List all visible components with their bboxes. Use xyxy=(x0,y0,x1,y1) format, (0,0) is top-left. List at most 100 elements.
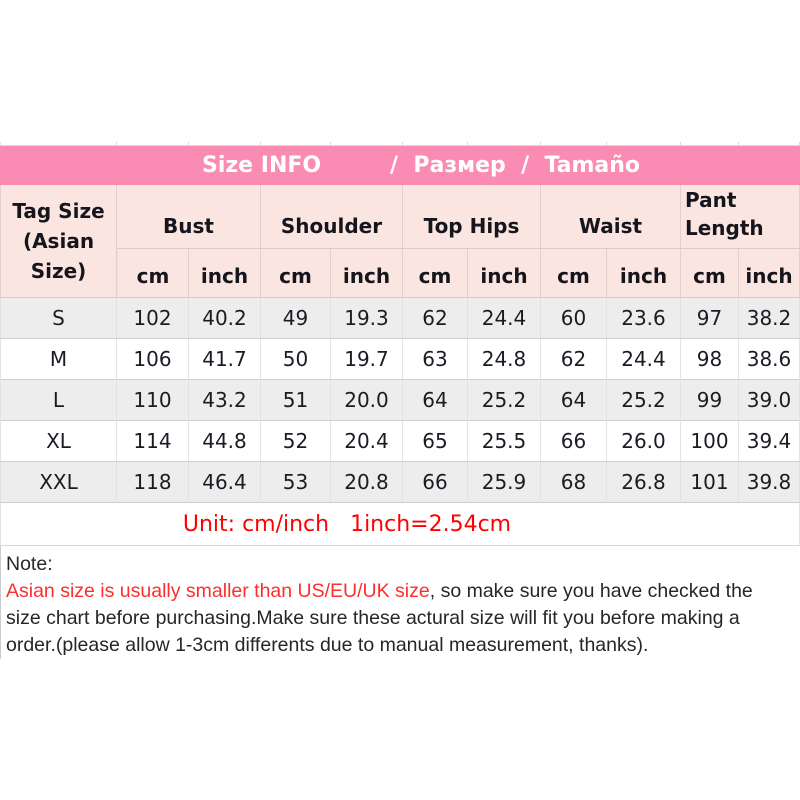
size-row-s: S 102 40.2 49 19.3 62 24.4 60 23.6 97 38… xyxy=(0,298,800,339)
value-cell: 60 xyxy=(541,298,607,339)
title-bar: Size INFO / Размер / Tamaño xyxy=(0,146,800,185)
value-cell: 50 xyxy=(261,339,331,380)
value-cell: 26.0 xyxy=(607,421,681,462)
value-cell: 106 xyxy=(117,339,189,380)
value-cell: 24.8 xyxy=(468,339,541,380)
col-header-waist: Waist xyxy=(541,185,681,249)
sub-header-inch: inch xyxy=(739,249,800,298)
value-cell: 51 xyxy=(261,380,331,421)
note-section: Note: Asian size is usually smaller than… xyxy=(0,546,800,659)
column-tick xyxy=(468,142,541,146)
col-header-top-hips: Top Hips xyxy=(403,185,541,249)
column-tick xyxy=(607,142,681,146)
value-cell: 23.6 xyxy=(607,298,681,339)
value-cell: 39.8 xyxy=(739,462,800,503)
top-whitespace xyxy=(0,0,800,142)
note-label: Note: xyxy=(6,553,53,575)
value-cell: 64 xyxy=(541,380,607,421)
value-cell: 26.8 xyxy=(607,462,681,503)
value-cell: 46.4 xyxy=(189,462,261,503)
value-cell: 64 xyxy=(403,380,468,421)
size-row-xl: XL 114 44.8 52 20.4 65 25.5 66 26.0 100 … xyxy=(0,421,800,462)
value-cell: 40.2 xyxy=(189,298,261,339)
sub-header-inch: inch xyxy=(189,249,261,298)
corner-header-tag-size: Tag Size (Asian Size) xyxy=(0,185,117,298)
unit-note-text: Unit: cm/inch 1inch=2.54cm xyxy=(0,503,800,546)
sub-header-cm: cm xyxy=(117,249,189,298)
column-tick xyxy=(541,142,607,146)
value-cell: 19.7 xyxy=(331,339,403,380)
value-cell: 38.2 xyxy=(739,298,800,339)
sub-header-cm: cm xyxy=(261,249,331,298)
tag-size-cell: XXL xyxy=(0,462,117,503)
value-cell: 39.0 xyxy=(739,380,800,421)
value-cell: 39.4 xyxy=(739,421,800,462)
note-line-1: Asian size is usually smaller than US/EU… xyxy=(6,578,794,605)
column-tick xyxy=(681,142,739,146)
tag-size-cell: L xyxy=(0,380,117,421)
note-line-3: order.(please allow 1-3cm differents due… xyxy=(6,634,649,656)
value-cell: 114 xyxy=(117,421,189,462)
size-row-m: M 106 41.7 50 19.7 63 24.8 62 24.4 98 38… xyxy=(0,339,800,380)
value-cell: 25.9 xyxy=(468,462,541,503)
value-cell: 24.4 xyxy=(468,298,541,339)
value-cell: 118 xyxy=(117,462,189,503)
value-cell: 98 xyxy=(681,339,739,380)
size-chart-table: Size INFO / Размер / Tamaño Tag Size (As… xyxy=(0,142,800,546)
value-cell: 62 xyxy=(403,298,468,339)
value-cell: 25.2 xyxy=(607,380,681,421)
group-header-row: Tag Size (Asian Size) Bust Shoulder Top … xyxy=(0,185,800,298)
sub-header-inch: inch xyxy=(468,249,541,298)
column-tick xyxy=(117,142,189,146)
size-row-l: L 110 43.2 51 20.0 64 25.2 64 25.2 99 39… xyxy=(0,380,800,421)
value-cell: 66 xyxy=(403,462,468,503)
value-cell: 99 xyxy=(681,380,739,421)
value-cell: 68 xyxy=(541,462,607,503)
sub-header-cm: cm xyxy=(403,249,468,298)
tag-size-cell: M xyxy=(0,339,117,380)
value-cell: 52 xyxy=(261,421,331,462)
value-cell: 65 xyxy=(403,421,468,462)
note-line-1-rest: , so make sure you have checked the xyxy=(429,580,753,602)
sub-header-inch: inch xyxy=(607,249,681,298)
table-title: Size INFO / Размер / Tamaño xyxy=(0,146,800,185)
value-cell: 97 xyxy=(681,298,739,339)
value-cell: 49 xyxy=(261,298,331,339)
col-header-shoulder: Shoulder xyxy=(261,185,403,249)
value-cell: 66 xyxy=(541,421,607,462)
sub-header-cm: cm xyxy=(541,249,607,298)
column-tick-row xyxy=(0,142,800,146)
value-cell: 20.0 xyxy=(331,380,403,421)
column-tick xyxy=(189,142,261,146)
value-cell: 110 xyxy=(117,380,189,421)
unit-header-row: cm inch cm inch cm inch cm inch cm inch xyxy=(0,249,800,298)
note-line-2: size chart before purchasing.Make sure t… xyxy=(6,607,740,629)
column-tick xyxy=(331,142,403,146)
column-tick xyxy=(403,142,468,146)
col-header-bust: Bust xyxy=(117,185,261,249)
value-cell: 41.7 xyxy=(189,339,261,380)
value-cell: 25.2 xyxy=(468,380,541,421)
value-cell: 24.4 xyxy=(607,339,681,380)
value-cell: 102 xyxy=(117,298,189,339)
column-tick xyxy=(261,142,331,146)
value-cell: 44.8 xyxy=(189,421,261,462)
unit-note-row: Unit: cm/inch 1inch=2.54cm xyxy=(0,503,800,546)
value-cell: 63 xyxy=(403,339,468,380)
size-row-xxl: XXL 118 46.4 53 20.8 66 25.9 68 26.8 101… xyxy=(0,462,800,503)
sub-header-inch: inch xyxy=(331,249,403,298)
value-cell: 25.5 xyxy=(468,421,541,462)
value-cell: 101 xyxy=(681,462,739,503)
value-cell: 38.6 xyxy=(739,339,800,380)
tag-size-cell: XL xyxy=(0,421,117,462)
value-cell: 20.8 xyxy=(331,462,403,503)
value-cell: 43.2 xyxy=(189,380,261,421)
note-red-text: Asian size is usually smaller than US/EU… xyxy=(6,580,430,602)
tag-size-cell: S xyxy=(0,298,117,339)
value-cell: 19.3 xyxy=(331,298,403,339)
column-tick xyxy=(0,142,117,146)
sub-header-cm: cm xyxy=(681,249,739,298)
value-cell: 20.4 xyxy=(331,421,403,462)
value-cell: 100 xyxy=(681,421,739,462)
